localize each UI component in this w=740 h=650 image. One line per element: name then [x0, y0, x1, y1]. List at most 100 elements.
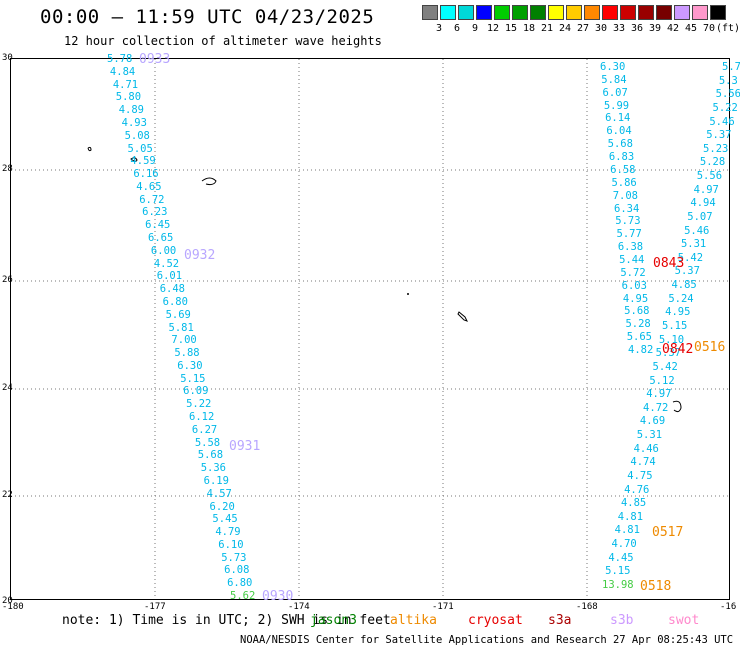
swh-value: 4.85: [671, 279, 697, 292]
swh-value: 5.23: [703, 142, 729, 155]
swh-value: 5.44: [619, 253, 645, 266]
swh-value: 5.28: [699, 156, 726, 169]
swh-value: 6.45: [145, 219, 171, 232]
legend-label: 18: [522, 23, 536, 34]
map-grid: [11, 59, 729, 599]
swh-value: 5.22: [186, 398, 212, 411]
swh-value: 5.31: [636, 429, 663, 442]
swh-value: 6.00: [150, 244, 177, 257]
swh-value: 5.45: [212, 513, 238, 526]
chart-subtitle: 12 hour collection of altimeter wave hei…: [64, 34, 382, 48]
swh-value: 6.08: [224, 564, 250, 577]
swh-value: 5.15: [605, 565, 631, 578]
legend-label: 15: [504, 23, 518, 34]
swh-value: 4.59: [130, 155, 156, 168]
swh-value: 5.62: [230, 590, 256, 602]
x-axis-label: -177: [144, 602, 166, 612]
legend-label: 33: [612, 23, 626, 34]
swh-value: 7.00: [171, 334, 197, 347]
swh-value: 4.85: [620, 497, 647, 510]
swh-value: 5.24: [668, 292, 694, 305]
island-outline: [457, 311, 468, 322]
swh-value: 4.70: [611, 538, 637, 551]
swh-value: 6.16: [133, 168, 159, 181]
swh-value: 5.99: [603, 99, 630, 112]
swh-value: 5.78: [107, 53, 133, 65]
legend-swatch: [530, 5, 546, 20]
swh-value: 5.42: [652, 360, 678, 373]
swh-value: 4.97: [646, 388, 672, 401]
legend-swatch: [638, 5, 654, 20]
swh-value: 5.72: [620, 266, 646, 279]
swh-value: 5.80: [115, 91, 142, 104]
x-axis-label: -171: [432, 602, 454, 612]
swh-value: 4.76: [624, 483, 650, 496]
swh-value: 4.97: [693, 183, 719, 196]
legend-label: 36: [630, 23, 644, 34]
swh-value: 5.68: [197, 449, 224, 462]
pass-time-label: 0518: [640, 579, 672, 594]
pass-time-label: 0517: [652, 525, 684, 540]
pass-time-label: 0931: [229, 439, 261, 454]
satellite-name: swot: [668, 613, 700, 628]
swh-value: 4.69: [639, 415, 666, 428]
swh-value: 6.58: [610, 163, 636, 176]
swh-value: 5.42: [677, 251, 704, 264]
satellite-name: altika: [390, 613, 437, 628]
swh-value: 6.01: [156, 270, 183, 283]
swh-value: 6.03: [621, 279, 647, 292]
legend-unit: (ft): [715, 23, 740, 34]
swh-value: 5.07: [687, 210, 713, 223]
swh-value: 5.86: [611, 176, 637, 189]
swh-value: 6.09: [183, 385, 209, 398]
satellite-name: jason3: [310, 613, 357, 628]
legend-swatch: [656, 5, 672, 20]
footnote: note: 1) Time is in UTC; 2) SWH is in fe…: [62, 613, 391, 628]
swh-value: 5.28: [625, 318, 651, 331]
swh-value: 4.57: [206, 487, 232, 500]
legend-label: 42: [666, 23, 680, 34]
swh-value: 4.52: [153, 257, 180, 270]
swh-value: 6.23: [142, 206, 168, 219]
swh-value: 5.68: [624, 305, 650, 318]
x-axis-label: -174: [288, 602, 310, 612]
swh-value: 6.65: [148, 232, 174, 244]
swh-value: 5.73: [221, 551, 247, 564]
swh-value: 5.37: [674, 265, 700, 278]
swh-value: 6.48: [159, 283, 185, 296]
legend-swatch: [458, 5, 474, 20]
swh-value: 5.81: [168, 321, 194, 334]
swh-value: 5.15: [180, 372, 206, 385]
swh-value: 4.94: [690, 197, 716, 210]
island-outline: [672, 400, 682, 413]
legend-label: 24: [558, 23, 572, 34]
swh-value: 4.81: [617, 510, 644, 523]
swh-value: 6.14: [605, 112, 631, 125]
legend-label: 9: [471, 23, 479, 34]
swh-value: 5.15: [662, 320, 688, 332]
island-dot: [407, 293, 409, 295]
legend-swatch: [602, 5, 618, 20]
swh-value: 4.71: [112, 78, 139, 91]
swh-value: 6.80: [227, 577, 253, 590]
swh-value: 5.3: [718, 74, 738, 87]
satellite-name: cryosat: [468, 613, 523, 628]
legend-swatch: [620, 5, 636, 20]
pass-time-label: 0516: [694, 340, 726, 355]
swh-value: 4.72: [643, 401, 669, 414]
swh-value: 6.19: [203, 474, 229, 487]
swh-value: 6.10: [218, 538, 244, 551]
swh-value: 5.56: [715, 88, 740, 101]
credit-footer: NOAA/NESDIS Center for Satellite Applica…: [240, 634, 740, 646]
swh-value: 5.69: [165, 308, 191, 321]
swh-value: 4.81: [614, 524, 640, 537]
island-outline: [87, 146, 92, 152]
swh-value: 6.12: [189, 411, 215, 423]
pass-time-label: 0932: [184, 248, 216, 263]
legend-swatch: [548, 5, 564, 20]
swh-value: 6.83: [608, 151, 635, 164]
y-axis-label: 24: [2, 383, 13, 393]
swh-value: 5.08: [124, 129, 150, 142]
swh-value: 5.46: [709, 115, 735, 128]
swh-value: 4.45: [608, 551, 634, 564]
